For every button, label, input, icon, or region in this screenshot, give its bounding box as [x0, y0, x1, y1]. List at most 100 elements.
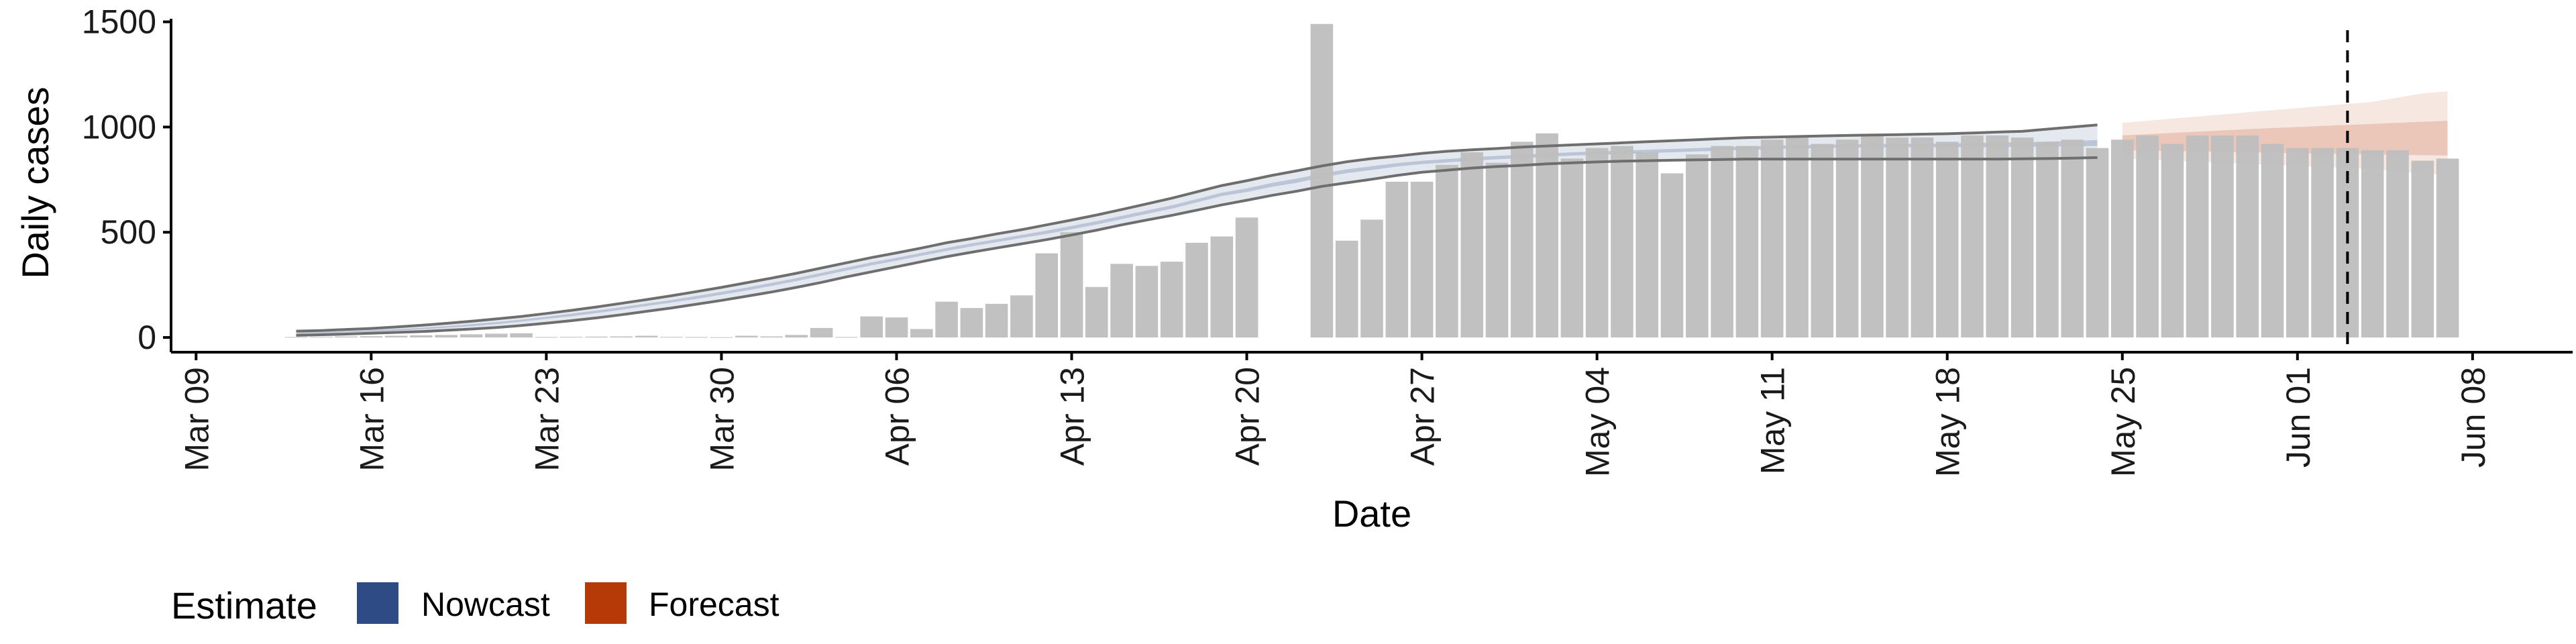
bar — [1735, 146, 1759, 337]
bar — [410, 335, 433, 337]
bar — [1511, 142, 1534, 338]
bar — [1660, 173, 1684, 338]
bar — [1235, 217, 1258, 338]
bars-layer — [284, 23, 2459, 338]
bar — [1961, 135, 1984, 337]
bar — [2161, 144, 2184, 338]
bar — [1485, 162, 1509, 337]
bar — [1686, 154, 1709, 338]
x-axis-title: Date — [1332, 492, 1411, 535]
bar — [1611, 146, 1633, 337]
bar — [885, 317, 908, 337]
x-tick-label: Mar 23 — [528, 367, 566, 472]
legend-key-nowcast — [357, 582, 398, 624]
bar — [1160, 262, 1183, 337]
bar — [1410, 181, 1434, 337]
legend-label-nowcast: Nowcast — [421, 586, 550, 623]
y-tick-label: 0 — [138, 319, 156, 356]
bar — [935, 301, 958, 337]
bar — [1786, 138, 1809, 338]
x-tick-label: Jun 08 — [2455, 367, 2492, 468]
bar — [2036, 142, 2059, 338]
bar — [1585, 148, 1609, 337]
bar — [485, 333, 508, 337]
x-tick-label: Apr 06 — [878, 367, 916, 466]
bar — [1385, 181, 1409, 337]
bar — [760, 336, 783, 338]
bar — [735, 335, 758, 337]
bar — [985, 303, 1008, 338]
bar — [2286, 148, 2309, 337]
bar — [1085, 286, 1108, 338]
x-tick-label: Apr 13 — [1054, 367, 1091, 466]
bar — [1935, 142, 1959, 338]
x-tick-label: Mar 09 — [178, 367, 215, 472]
bar — [2311, 148, 2334, 337]
bar — [2436, 158, 2459, 337]
x-tick-label: May 25 — [2104, 367, 2142, 477]
bar — [2010, 138, 2034, 338]
bar — [1460, 152, 1483, 337]
legend-key-forecast — [585, 582, 627, 624]
bar — [860, 316, 883, 338]
bar — [1560, 158, 1584, 337]
bar — [1760, 140, 1784, 337]
bar — [1711, 146, 1733, 337]
bar — [2236, 135, 2259, 337]
bar — [1360, 219, 1383, 338]
x-tick-label: Mar 30 — [703, 367, 741, 472]
bar — [635, 335, 658, 337]
bar — [2386, 150, 2409, 338]
bar — [460, 334, 483, 337]
bar — [384, 335, 408, 337]
legend-title: Estimate — [171, 584, 317, 627]
bar — [810, 327, 833, 337]
bar — [1835, 140, 1859, 337]
y-tick-label: 1000 — [82, 108, 156, 146]
bar — [1010, 295, 1033, 337]
bar — [1986, 135, 2009, 337]
bar — [360, 336, 383, 338]
y-tick-label: 500 — [101, 213, 156, 251]
bar — [2261, 144, 2284, 338]
bar — [610, 336, 633, 338]
x-tick-label: May 04 — [1579, 367, 1617, 477]
bar — [1436, 164, 1458, 338]
bar — [1035, 253, 1058, 338]
bar — [2136, 135, 2159, 337]
bar — [1861, 135, 1884, 337]
x-tick-label: Jun 01 — [2279, 367, 2317, 468]
bar — [2086, 148, 2109, 337]
bar — [710, 337, 733, 338]
bar — [1811, 144, 1834, 338]
bar — [1635, 152, 1658, 337]
bar — [2211, 135, 2234, 337]
bar — [785, 335, 808, 338]
legend: Estimate Nowcast Forecast — [171, 582, 780, 627]
legend-label-forecast: Forecast — [649, 586, 780, 623]
y-axis-title: Daily cases — [14, 87, 56, 278]
bar — [2061, 140, 2084, 337]
bar — [960, 308, 983, 337]
x-tick-label: May 18 — [1929, 367, 1967, 477]
bar — [335, 336, 358, 338]
bar — [910, 329, 933, 337]
bar — [2361, 150, 2384, 338]
bar — [2411, 160, 2434, 338]
bar — [1536, 133, 1558, 338]
bar — [510, 333, 533, 338]
nowcast-lower-line — [296, 156, 2098, 337]
x-tick-label: Apr 27 — [1404, 367, 1442, 466]
bar — [1911, 138, 1934, 338]
bar — [2111, 140, 2134, 337]
bar — [1060, 232, 1083, 337]
axes: 0 500 1000 1500 Mar 09 Mar 16 Mar 23 Mar 30 Apr … — [82, 3, 2573, 477]
bar — [1210, 236, 1234, 338]
bar — [1886, 138, 1909, 338]
ci-lines — [296, 123, 2098, 337]
bar — [1110, 264, 1133, 338]
bar — [1310, 23, 1334, 338]
bar — [1335, 240, 1358, 338]
x-tick-label: Mar 16 — [353, 367, 390, 472]
